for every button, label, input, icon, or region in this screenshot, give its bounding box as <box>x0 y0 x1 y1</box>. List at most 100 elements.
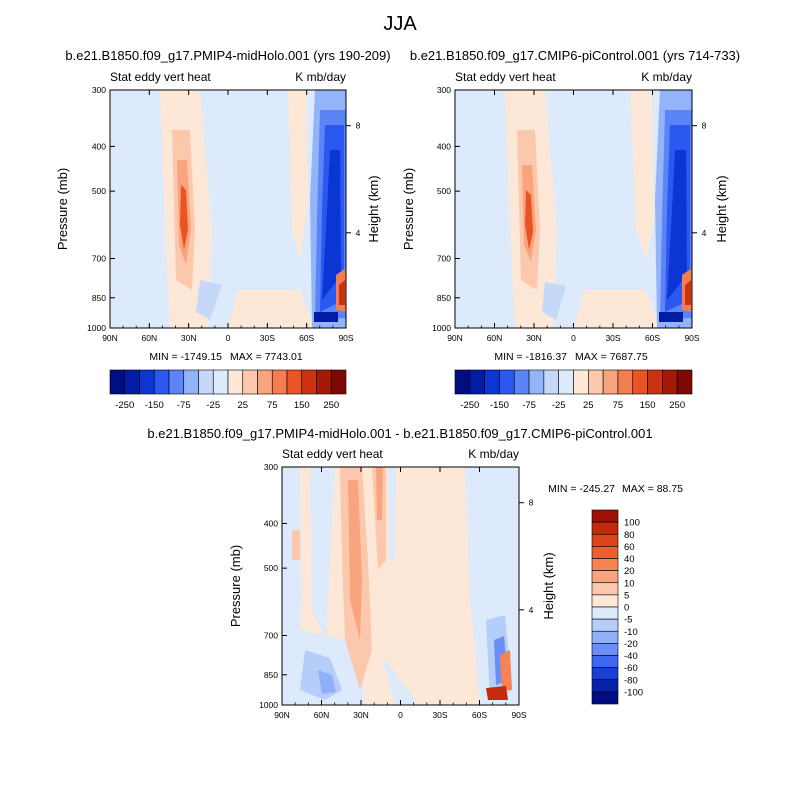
colorbar-label: -25 <box>206 400 220 411</box>
x-tick-label: 60S <box>472 710 487 720</box>
panel-2-plot: 90N 60N 30N 0 30S 60S 90S 3004005007008501000 … <box>432 85 707 343</box>
colorbar-swatch <box>257 369 273 395</box>
colorbar-swatch <box>588 369 604 395</box>
x-tick-label: 60N <box>314 710 330 720</box>
colorbar-swatch <box>632 369 648 395</box>
y-tick-label: 400 <box>92 141 106 151</box>
colorbar-swatch <box>591 570 619 584</box>
y-tick-label: 700 <box>92 254 106 264</box>
positive-region <box>348 480 362 640</box>
colorbar-label: 100 <box>624 518 640 529</box>
y-tick-label: 1000 <box>432 323 451 333</box>
positive-region <box>500 650 512 690</box>
negative-region <box>282 467 302 705</box>
colorbar-label: -250 <box>460 400 479 411</box>
x-tick-label: 90S <box>338 333 353 343</box>
panel-3-max: MAX = 88.75 <box>622 483 683 495</box>
colorbar-swatch <box>198 369 214 395</box>
height-tick-label: 4 <box>702 228 707 238</box>
y-tick-label: 1000 <box>259 700 278 710</box>
colorbar-label: 250 <box>323 400 339 411</box>
panel-2-contours <box>505 90 692 328</box>
panel-3-right-axis: 84 <box>518 467 534 705</box>
colorbar-swatch <box>591 667 619 681</box>
panel-3-contours <box>282 467 519 705</box>
y-tick-label: 700 <box>437 254 451 264</box>
colorbar-label: -150 <box>490 400 509 411</box>
colorbar-swatch <box>286 369 303 395</box>
colorbar-label: -5 <box>624 615 632 626</box>
panel-3-x-axis: 90N 60N 30N 0 30S 60S 90S <box>274 467 527 720</box>
panel-3-title: b.e21.B1850.f09_g17.PMIP4-midHolo.001 - … <box>147 426 652 441</box>
x-tick-label: 60S <box>645 333 660 343</box>
colorbar-swatch <box>617 369 634 395</box>
panel-1-colorbar: -250 -150 -75 -25 25 75 150 250 <box>109 369 347 411</box>
positive-region <box>525 190 533 250</box>
colorbar-swatch <box>301 369 317 395</box>
colorbar-swatch <box>591 691 619 705</box>
panel-3-plot: 90N 60N 30N 0 30S 60S 90S 3004005007008501000 … <box>259 462 534 720</box>
negative-region <box>659 312 683 322</box>
panel-1-y-axis: 300 400 500 700 850 1000 <box>87 85 115 333</box>
colorbar-swatch <box>168 369 185 395</box>
height-tick-label: 4 <box>529 605 534 615</box>
colorbar-swatch <box>227 369 244 395</box>
panel-2-colorbar: -250 -150 -75 -25 25 75 150 250 <box>454 369 693 411</box>
figure-title: JJA <box>383 13 417 35</box>
y-tick-label: 500 <box>92 186 106 196</box>
colorbar-swatch <box>602 369 619 395</box>
colorbar-label: 5 <box>624 590 629 601</box>
colorbar-label: -75 <box>522 400 536 411</box>
colorbar-label: 20 <box>624 566 635 577</box>
colorbar-swatch <box>469 369 485 395</box>
panel-1-title: b.e21.B1850.f09_g17.PMIP4-midHolo.001 (y… <box>65 48 390 63</box>
colorbar-swatch <box>591 643 619 656</box>
x-tick-label: 30S <box>605 333 620 343</box>
panel-1-max: MAX = 7743.01 <box>230 351 303 363</box>
colorbar-swatch <box>591 546 619 559</box>
colorbar-swatch <box>591 655 619 668</box>
x-tick-label: 30S <box>432 710 447 720</box>
colorbar-swatch <box>573 369 589 395</box>
panel-2-max: MAX = 7687.75 <box>575 351 648 363</box>
colorbar-swatch <box>591 558 619 571</box>
panel-2-right-axis: 84 <box>691 90 707 328</box>
colorbar-swatch <box>183 369 199 395</box>
panel-1-right-ylabel: Height (km) <box>366 175 381 242</box>
colorbar-label: 75 <box>613 400 624 411</box>
negative-region <box>314 312 338 322</box>
positive-region <box>685 280 691 305</box>
y-tick-label: 850 <box>264 670 278 680</box>
negative-region <box>318 670 336 694</box>
panel-2-right-string: K mb/day <box>641 70 692 84</box>
panel-3-y-axis: 300 400 500 700 850 1000 <box>259 462 287 710</box>
colorbar-label: 25 <box>583 400 594 411</box>
x-tick-label: 90S <box>684 333 699 343</box>
colorbar-label: -250 <box>115 400 134 411</box>
colorbar-label: 10 <box>624 578 635 589</box>
y-tick-label: 300 <box>92 85 106 95</box>
negative-region <box>196 280 222 320</box>
colorbar-label: -10 <box>624 627 638 638</box>
panel-1-contours <box>160 90 346 328</box>
colorbar-swatch <box>558 369 574 395</box>
colorbar-label: 150 <box>294 400 310 411</box>
x-tick-label: 60N <box>487 333 503 343</box>
height-tick-label: 8 <box>356 121 361 131</box>
x-tick-label: 90S <box>511 710 526 720</box>
positive-region <box>486 686 508 700</box>
colorbar-label: -20 <box>624 639 638 650</box>
colorbar-swatch <box>591 618 619 632</box>
positive-region <box>376 467 383 520</box>
panel-3-ylabel: Pressure (mb) <box>228 545 243 627</box>
colorbar-swatch <box>662 369 678 395</box>
panel-3-min: MIN = -245.27 <box>548 483 615 495</box>
panel-1-right-axis: 84 <box>345 90 361 328</box>
colorbar-label: 40 <box>624 554 635 565</box>
negative-region <box>388 467 396 560</box>
negative-region <box>542 282 566 320</box>
y-tick-label: 850 <box>92 293 106 303</box>
positive-region <box>339 280 345 305</box>
colorbar-label: -80 <box>624 675 638 686</box>
